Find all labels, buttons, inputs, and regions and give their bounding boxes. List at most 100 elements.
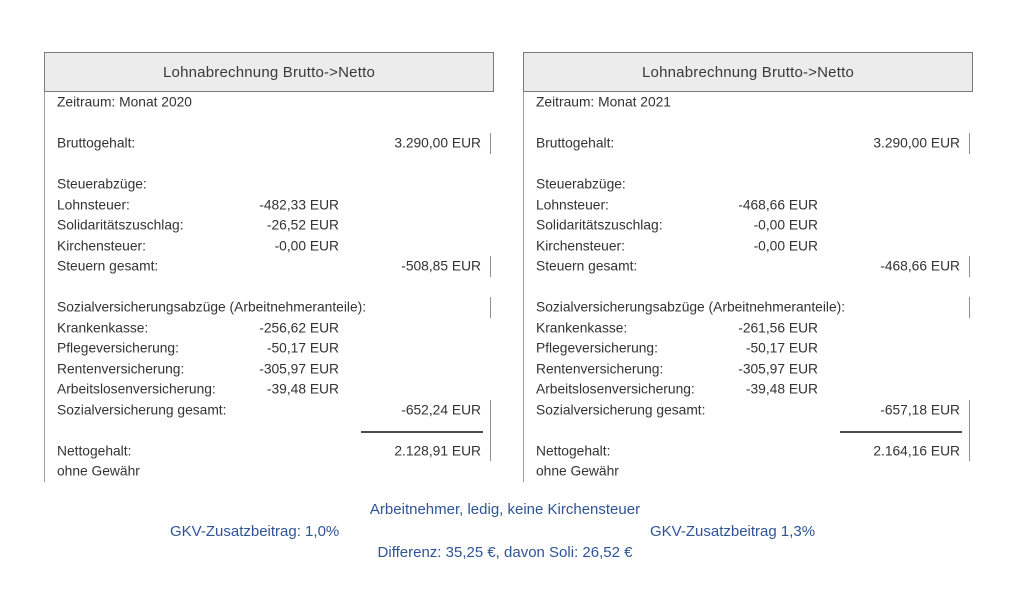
cell-border-tick	[969, 399, 970, 420]
payroll-panel-2020: Lohnabrechnung Brutto->Netto Zeitraum: M…	[44, 52, 494, 482]
gross-row: Bruttogehalt: 3.290,00 EUR	[45, 133, 494, 154]
social-item-row: Rentenversicherung: -305,97 EUR	[524, 359, 973, 380]
tax-item-label: Solidaritätszuschlag:	[57, 217, 184, 233]
tax-total-value: -508,85 EUR	[401, 258, 481, 274]
panel-title-bar: Lohnabrechnung Brutto->Netto	[523, 52, 973, 92]
social-item-label: Rentenversicherung:	[57, 361, 185, 377]
cell-border-tick	[490, 133, 491, 154]
net-row: Nettogehalt: 2.128,91 EUR	[45, 440, 494, 461]
social-section-header: Sozialversicherungsabzüge (Arbeitnehmera…	[536, 299, 846, 315]
tax-item-row: Kirchensteuer: -0,00 EUR	[524, 236, 973, 257]
gkv-surcharge-2020-note: GKV-Zusatzbeitrag: 1,0%	[170, 523, 340, 540]
tax-item-value: -26,52 EUR	[266, 217, 339, 233]
difference-note: Differenz: 35,25 €, davon Soli: 26,52 €	[377, 544, 633, 561]
tax-total-label: Steuern gesamt:	[57, 258, 159, 274]
social-item-label: Pflegeversicherung:	[57, 340, 179, 356]
social-total-label: Sozialversicherung gesamt:	[536, 402, 706, 418]
tax-section-header-row: Steuerabzüge:	[45, 174, 494, 195]
panel-body: Zeitraum: Monat 2021 Bruttogehalt: 3.290…	[523, 92, 973, 482]
social-item-row: Krankenkasse: -261,56 EUR	[524, 318, 973, 339]
gross-label: Bruttogehalt:	[57, 135, 136, 151]
sum-divider-line	[361, 431, 483, 433]
tax-section-header-row: Steuerabzüge:	[524, 174, 973, 195]
tax-item-label: Kirchensteuer:	[536, 238, 625, 254]
net-label: Nettogehalt:	[57, 443, 132, 459]
panel-title: Lohnabrechnung Brutto->Netto	[642, 63, 854, 81]
panel-title-bar: Lohnabrechnung Brutto->Netto	[44, 52, 494, 92]
period-label: Zeitraum: Monat 2020	[57, 94, 192, 110]
tax-item-value: -0,00 EUR	[274, 238, 339, 254]
social-total-value: -652,24 EUR	[401, 402, 481, 418]
employee-profile-note: Arbeitnehmer, ledig, keine Kirchensteuer	[369, 501, 641, 518]
social-total-row: Sozialversicherung gesamt: -652,24 EUR	[45, 399, 494, 420]
tax-item-value: -468,66 EUR	[738, 197, 818, 213]
tax-item-row: Lohnsteuer: -482,33 EUR	[45, 195, 494, 216]
tax-total-label: Steuern gesamt:	[536, 258, 638, 274]
tax-total-row: Steuern gesamt: -468,66 EUR	[524, 256, 973, 277]
social-total-row: Sozialversicherung gesamt: -657,18 EUR	[524, 399, 973, 420]
tax-item-label: Kirchensteuer:	[57, 238, 146, 254]
period-row: Zeitraum: Monat 2021	[524, 92, 973, 113]
spacer-row	[524, 154, 973, 175]
social-section-header: Sozialversicherungsabzüge (Arbeitnehmera…	[57, 299, 367, 315]
social-item-label: Arbeitslosenversicherung:	[536, 381, 695, 397]
tax-item-row: Solidaritätszuschlag: -26,52 EUR	[45, 215, 494, 236]
gross-value: 3.290,00 EUR	[394, 135, 481, 151]
gross-label: Bruttogehalt:	[536, 135, 615, 151]
social-section-header-row: Sozialversicherungsabzüge (Arbeitnehmera…	[524, 297, 973, 318]
social-item-value: -50,17 EUR	[266, 340, 339, 356]
panel-body: Zeitraum: Monat 2020 Bruttogehalt: 3.290…	[44, 92, 494, 482]
social-item-value: -256,62 EUR	[259, 320, 339, 336]
tax-item-row: Lohnsteuer: -468,66 EUR	[524, 195, 973, 216]
tax-item-value: -482,33 EUR	[259, 197, 339, 213]
disclaimer-label: ohne Gewähr	[57, 463, 140, 479]
cell-border-tick	[969, 420, 970, 441]
social-item-row: Rentenversicherung: -305,97 EUR	[45, 359, 494, 380]
social-item-row: Pflegeversicherung: -50,17 EUR	[524, 338, 973, 359]
social-item-row: Krankenkasse: -256,62 EUR	[45, 318, 494, 339]
payroll-panel-2021: Lohnabrechnung Brutto->Netto Zeitraum: M…	[523, 52, 973, 482]
tax-item-row: Kirchensteuer: -0,00 EUR	[45, 236, 494, 257]
net-value: 2.164,16 EUR	[873, 443, 960, 459]
cell-border-tick	[490, 297, 491, 318]
social-item-label: Krankenkasse:	[536, 320, 628, 336]
tax-item-label: Solidaritätszuschlag:	[536, 217, 663, 233]
social-item-value: -39,48 EUR	[266, 381, 339, 397]
social-item-row: Pflegeversicherung: -50,17 EUR	[45, 338, 494, 359]
sum-divider-row	[524, 420, 973, 441]
spacer-row	[524, 277, 973, 298]
spacer-row	[45, 154, 494, 175]
disclaimer-label: ohne Gewähr	[536, 463, 619, 479]
sum-divider-line	[840, 431, 962, 433]
cell-border-tick	[969, 440, 970, 461]
tax-section-header: Steuerabzüge:	[57, 176, 147, 192]
cell-border-tick	[490, 256, 491, 277]
social-item-value: -261,56 EUR	[738, 320, 818, 336]
tax-section-header: Steuerabzüge:	[536, 176, 626, 192]
social-section-header-row: Sozialversicherungsabzüge (Arbeitnehmera…	[45, 297, 494, 318]
social-item-row: Arbeitslosenversicherung: -39,48 EUR	[45, 379, 494, 400]
cell-border-tick	[969, 133, 970, 154]
social-item-label: Krankenkasse:	[57, 320, 149, 336]
tax-item-value: -0,00 EUR	[753, 238, 818, 254]
disclaimer-row: ohne Gewähr	[524, 461, 973, 482]
spacer-row	[45, 113, 494, 134]
spacer-row	[524, 113, 973, 134]
gross-value: 3.290,00 EUR	[873, 135, 960, 151]
cell-border-tick	[490, 399, 491, 420]
social-total-label: Sozialversicherung gesamt:	[57, 402, 227, 418]
period-row: Zeitraum: Monat 2020	[45, 92, 494, 113]
cell-border-tick	[490, 420, 491, 441]
social-item-value: -305,97 EUR	[738, 361, 818, 377]
tax-item-value: -0,00 EUR	[753, 217, 818, 233]
period-label: Zeitraum: Monat 2021	[536, 94, 671, 110]
sum-divider-row	[45, 420, 494, 441]
gross-row: Bruttogehalt: 3.290,00 EUR	[524, 133, 973, 154]
tax-total-value: -468,66 EUR	[880, 258, 960, 274]
gkv-surcharge-2021-note: GKV-Zusatzbeitrag 1,3%	[650, 523, 816, 540]
cell-border-tick	[490, 440, 491, 461]
social-item-value: -50,17 EUR	[745, 340, 818, 356]
social-item-value: -305,97 EUR	[259, 361, 339, 377]
net-row: Nettogehalt: 2.164,16 EUR	[524, 440, 973, 461]
